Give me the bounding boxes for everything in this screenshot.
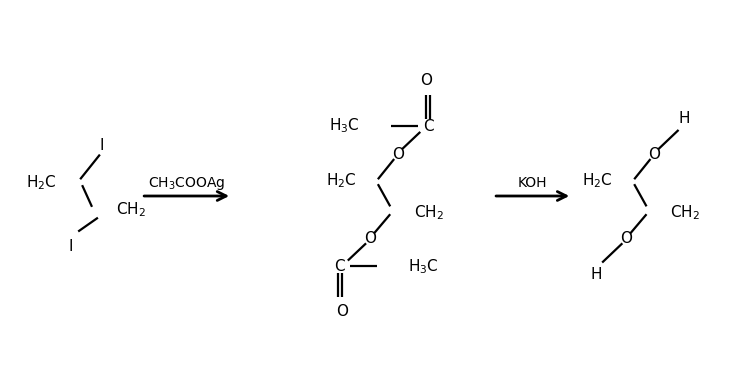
- Text: O: O: [336, 304, 348, 319]
- Text: O: O: [364, 231, 376, 246]
- Text: I: I: [100, 138, 104, 153]
- Text: O: O: [620, 231, 632, 246]
- Text: $\mathrm{H_2C}$: $\mathrm{H_2C}$: [326, 171, 356, 190]
- Text: O: O: [648, 147, 660, 162]
- Text: C: C: [334, 259, 346, 274]
- Text: $\mathrm{CH_2}$: $\mathrm{CH_2}$: [414, 203, 444, 221]
- Text: O: O: [392, 147, 404, 162]
- Text: H: H: [591, 267, 602, 282]
- Text: $\mathrm{CH_2}$: $\mathrm{CH_2}$: [670, 203, 700, 221]
- Text: $\mathrm{CH_2}$: $\mathrm{CH_2}$: [115, 200, 146, 219]
- Text: $\mathrm{H_2C}$: $\mathrm{H_2C}$: [582, 171, 613, 190]
- Text: $\mathrm{H_3C}$: $\mathrm{H_3C}$: [329, 117, 360, 135]
- Text: H: H: [679, 111, 690, 125]
- Text: $\mathrm{H_3C}$: $\mathrm{H_3C}$: [408, 257, 439, 276]
- Text: I: I: [68, 239, 73, 254]
- Text: $\mathrm{H_2C}$: $\mathrm{H_2C}$: [26, 173, 56, 192]
- Text: KOH: KOH: [518, 176, 548, 190]
- Text: O: O: [420, 73, 432, 88]
- Text: $\mathrm{CH_3COOAg}$: $\mathrm{CH_3COOAg}$: [148, 175, 226, 192]
- Text: C: C: [423, 118, 434, 134]
